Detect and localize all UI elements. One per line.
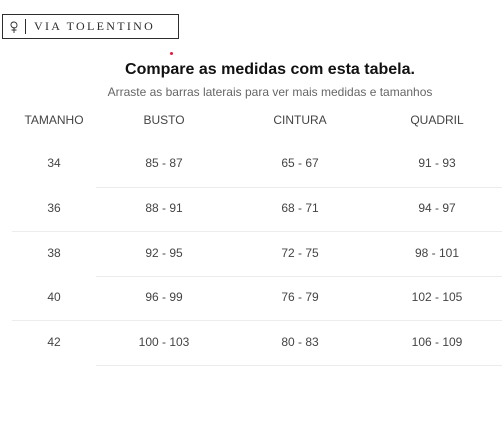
cell-busto: 96 - 99: [145, 290, 183, 304]
table-row: 40 96 - 99 76 - 79 102 - 105: [0, 287, 502, 307]
cell-busto: 88 - 91: [145, 201, 183, 215]
cell-cintura: 76 - 79: [281, 290, 319, 304]
table-row: 36 88 - 91 68 - 71 94 - 97: [0, 198, 502, 218]
cell-quadril: 102 - 105: [411, 290, 463, 304]
row-divider: [12, 231, 502, 232]
cell-quadril: 94 - 97: [418, 201, 456, 215]
cell-size: 34: [47, 156, 61, 170]
page-subtitle: Arraste as barras laterais para ver mais…: [107, 85, 433, 99]
indicator-dot: [170, 52, 173, 55]
cell-cintura: 65 - 67: [281, 156, 319, 170]
header-tamanho: TAMANHO: [24, 113, 84, 127]
cell-cintura: 80 - 83: [281, 335, 319, 349]
logo-divider: [25, 19, 26, 34]
cell-cintura: 72 - 75: [281, 246, 319, 260]
cell-busto: 85 - 87: [145, 156, 183, 170]
cell-quadril: 91 - 93: [418, 156, 456, 170]
cell-size: 38: [47, 246, 61, 260]
row-divider: [96, 365, 502, 366]
table-row: 38 92 - 95 72 - 75 98 - 101: [0, 243, 502, 263]
cell-size: 40: [47, 290, 61, 304]
header-cintura: CINTURA: [273, 113, 327, 127]
cell-size: 42: [47, 335, 61, 349]
table-row: 42 100 - 103 80 - 83 106 - 109: [0, 332, 502, 352]
row-divider: [96, 276, 502, 277]
cell-busto: 92 - 95: [145, 246, 183, 260]
table-header-row: TAMANHO BUSTO CINTURA QUADRIL: [0, 110, 502, 130]
brand-monogram-icon: [3, 15, 25, 38]
cell-quadril: 98 - 101: [414, 246, 460, 260]
cell-cintura: 68 - 71: [281, 201, 319, 215]
header-busto: BUSTO: [143, 113, 185, 127]
page-title: Compare as medidas com esta tabela.: [125, 61, 415, 78]
row-divider: [96, 187, 502, 188]
cell-busto: 100 - 103: [138, 335, 190, 349]
table-row: 34 85 - 87 65 - 67 91 - 93: [0, 153, 502, 173]
header-quadril: QUADRIL: [410, 113, 464, 127]
row-divider: [12, 320, 502, 321]
brand-name: VIA TOLENTINO: [34, 19, 156, 33]
cell-quadril: 106 - 109: [411, 335, 463, 349]
brand-logo[interactable]: VIA TOLENTINO: [2, 14, 179, 39]
cell-size: 36: [47, 201, 61, 215]
